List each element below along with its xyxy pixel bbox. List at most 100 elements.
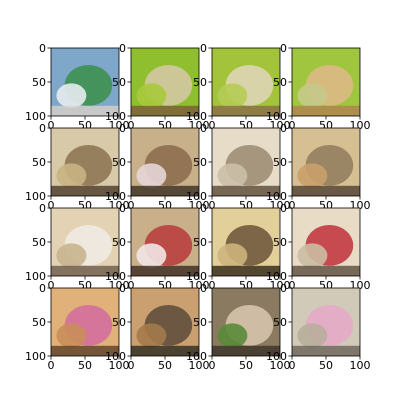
y-tick-label: 50 xyxy=(32,236,46,249)
x-tick-label: 0 xyxy=(289,119,296,132)
y-tick-label: 0 xyxy=(280,282,287,295)
panel-image-blob xyxy=(136,163,167,188)
y-tick-label: 0 xyxy=(119,202,126,215)
panel-image-blob xyxy=(297,163,328,188)
y-tick-label: 0 xyxy=(280,42,287,55)
x-tick-label: 0 xyxy=(128,119,135,132)
y-tick-label: 100 xyxy=(25,110,46,123)
panel-14: 0 50 100 0 50 100 xyxy=(105,282,210,372)
y-tick-label: 100 xyxy=(105,350,126,363)
x-tick-label: 100 xyxy=(189,359,210,372)
y-tick-label: 0 xyxy=(39,282,46,295)
x-tick-label: 100 xyxy=(270,359,291,372)
panel-13: 0 50 100 0 50 100 xyxy=(25,282,130,372)
y-tick-label: 50 xyxy=(112,316,126,329)
panel-image-base xyxy=(292,185,360,196)
y-tick-label: 100 xyxy=(25,270,46,283)
panel-image-base xyxy=(292,265,360,276)
y-tick-label: 50 xyxy=(32,316,46,329)
x-tick-label: 0 xyxy=(209,199,216,212)
panel-image-base xyxy=(212,265,280,276)
y-tick-label: 100 xyxy=(186,110,207,123)
x-tick-label: 50 xyxy=(78,359,92,372)
panel-image-blob xyxy=(136,83,167,108)
y-tick-label: 50 xyxy=(193,236,207,249)
y-tick-label: 50 xyxy=(32,156,46,169)
y-tick-label: 100 xyxy=(266,110,287,123)
y-tick-label: 100 xyxy=(266,270,287,283)
x-tick-label: 0 xyxy=(289,359,296,372)
y-tick-label: 100 xyxy=(105,270,126,283)
panel-image-blob xyxy=(56,163,87,188)
y-tick-label: 50 xyxy=(32,76,46,89)
x-tick-label: 0 xyxy=(48,279,55,292)
y-tick-label: 0 xyxy=(200,202,207,215)
y-tick-label: 50 xyxy=(112,156,126,169)
x-tick-label: 0 xyxy=(209,119,216,132)
panel-image-base xyxy=(212,345,280,356)
y-tick-label: 0 xyxy=(119,282,126,295)
panel-image-base xyxy=(131,265,199,276)
y-tick-label: 50 xyxy=(273,76,287,89)
x-tick-label: 50 xyxy=(158,359,172,372)
panel-image-base xyxy=(292,345,360,356)
panel-image-blob xyxy=(217,323,248,348)
y-tick-label: 50 xyxy=(193,156,207,169)
panel-image-base xyxy=(131,345,199,356)
panel-image-base xyxy=(131,185,199,196)
panel-image-base xyxy=(51,185,119,196)
panel-image-blob xyxy=(56,323,87,348)
x-tick-label: 0 xyxy=(128,199,135,212)
panel-image-base xyxy=(51,265,119,276)
y-tick-label: 100 xyxy=(25,350,46,363)
y-tick-label: 0 xyxy=(119,42,126,55)
y-tick-label: 0 xyxy=(39,122,46,135)
y-tick-label: 50 xyxy=(193,316,207,329)
panel-image-base xyxy=(131,105,199,116)
x-tick-label: 0 xyxy=(289,199,296,212)
y-tick-label: 100 xyxy=(186,190,207,203)
y-tick-label: 100 xyxy=(186,270,207,283)
y-tick-label: 0 xyxy=(39,42,46,55)
x-tick-label: 0 xyxy=(48,119,55,132)
panel-image-blob xyxy=(56,243,87,268)
x-tick-label: 50 xyxy=(319,359,333,372)
y-tick-label: 50 xyxy=(273,156,287,169)
y-tick-label: 0 xyxy=(200,42,207,55)
y-tick-label: 50 xyxy=(112,236,126,249)
panel-image-blob xyxy=(297,243,328,268)
x-tick-label: 0 xyxy=(209,359,216,372)
y-tick-label: 100 xyxy=(266,190,287,203)
y-tick-label: 0 xyxy=(39,202,46,215)
x-tick-label: 50 xyxy=(239,359,253,372)
panel-image-blob xyxy=(217,163,248,188)
y-tick-label: 50 xyxy=(273,316,287,329)
panel-image-base xyxy=(212,105,280,116)
y-tick-label: 50 xyxy=(112,76,126,89)
y-tick-label: 0 xyxy=(280,122,287,135)
x-tick-label: 0 xyxy=(289,279,296,292)
y-tick-label: 0 xyxy=(119,122,126,135)
y-tick-label: 0 xyxy=(280,202,287,215)
panel-image-blob xyxy=(217,83,248,108)
panel-image-blob xyxy=(56,83,87,108)
panel-image-blob xyxy=(136,323,167,348)
x-tick-label: 100 xyxy=(350,359,371,372)
y-tick-label: 100 xyxy=(186,350,207,363)
y-tick-label: 0 xyxy=(200,282,207,295)
panel-image-blob xyxy=(297,323,328,348)
panel-image-base xyxy=(292,105,360,116)
